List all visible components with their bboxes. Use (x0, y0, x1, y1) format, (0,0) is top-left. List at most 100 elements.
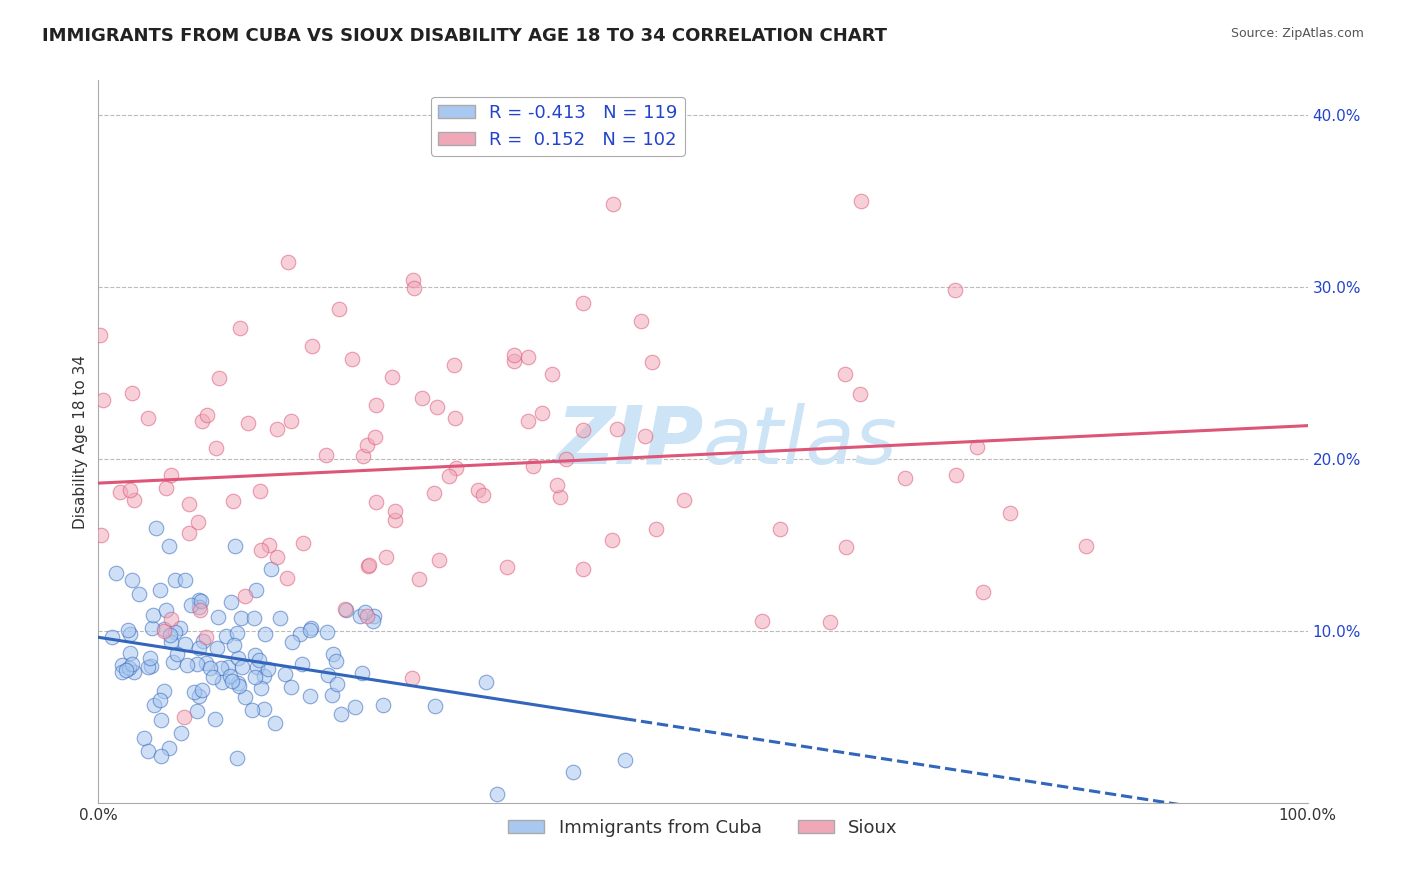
Point (572, 562, 595, 576)
Point (187, 593, 209, 607)
Point (315, 448, 337, 462)
Point (121, 385, 143, 400)
Point (247, 653, 270, 667)
Point (120, 483, 142, 498)
Point (219, 594, 242, 608)
Point (834, 540, 856, 554)
Point (644, 522, 666, 536)
Point (141, 621, 163, 635)
Point (155, 603, 177, 617)
Point (249, 542, 271, 557)
Point (143, 698, 166, 712)
Point (139, 659, 162, 673)
Point (191, 682, 214, 697)
Point (630, 313, 652, 327)
Point (364, 494, 387, 508)
Point (328, 302, 350, 317)
Point (343, 699, 366, 714)
Point (207, 610, 229, 624)
Text: Source: ZipAtlas.com: Source: ZipAtlas.com (1230, 27, 1364, 40)
Point (195, 408, 218, 422)
Point (187, 600, 209, 615)
Point (301, 339, 323, 353)
Point (228, 680, 250, 694)
Point (173, 710, 195, 724)
Point (602, 197, 624, 211)
Point (211, 675, 233, 690)
Point (187, 689, 209, 703)
Point (149, 748, 172, 763)
Point (240, 703, 263, 717)
Point (215, 629, 238, 643)
Legend: Immigrants from Cuba, Sioux: Immigrants from Cuba, Sioux (501, 812, 905, 845)
Point (165, 625, 187, 640)
Point (443, 410, 465, 425)
Point (516, 350, 538, 364)
Point (188, 641, 211, 656)
Point (439, 469, 461, 483)
Point (266, 550, 288, 565)
Point (496, 559, 519, 574)
Point (522, 458, 544, 473)
Point (226, 675, 249, 690)
Point (145, 520, 167, 534)
Point (122, 493, 145, 508)
Point (208, 371, 231, 385)
Point (280, 414, 302, 428)
Point (226, 650, 249, 665)
Point (280, 635, 302, 649)
Point (217, 660, 239, 674)
Point (502, 348, 524, 362)
Point (352, 449, 374, 463)
Point (245, 582, 267, 597)
Point (194, 656, 217, 670)
Point (402, 280, 425, 294)
Point (467, 483, 489, 497)
Y-axis label: Disability Age 18 to 34: Disability Age 18 to 34 (73, 354, 89, 529)
Point (153, 684, 176, 698)
Point (209, 661, 232, 675)
Point (205, 641, 228, 656)
Point (288, 627, 311, 641)
Point (384, 513, 406, 527)
Point (530, 406, 553, 420)
Point (613, 754, 636, 768)
Point (641, 355, 664, 369)
Point (541, 367, 564, 381)
Point (195, 630, 218, 644)
Point (848, 386, 870, 401)
Point (363, 609, 385, 624)
Point (333, 602, 356, 616)
Point (769, 522, 792, 536)
Point (408, 572, 430, 586)
Point (751, 614, 773, 628)
Point (201, 670, 224, 684)
Point (280, 681, 302, 695)
Point (475, 675, 498, 690)
Point (316, 668, 339, 682)
Point (90, 528, 112, 542)
Point (187, 515, 209, 529)
Point (174, 573, 197, 587)
Point (359, 558, 381, 573)
Point (226, 751, 249, 765)
Point (118, 627, 141, 641)
Point (998, 506, 1021, 520)
Point (159, 740, 181, 755)
Point (371, 698, 394, 712)
Point (221, 673, 243, 688)
Point (361, 614, 384, 628)
Point (153, 622, 176, 636)
Point (253, 702, 276, 716)
Point (380, 370, 402, 384)
Point (191, 414, 214, 428)
Point (235, 690, 257, 704)
Point (298, 689, 321, 703)
Text: atlas: atlas (703, 402, 898, 481)
Point (486, 787, 509, 801)
Point (356, 609, 378, 624)
Point (243, 648, 266, 663)
Point (183, 685, 205, 699)
Point (186, 705, 208, 719)
Point (943, 283, 966, 297)
